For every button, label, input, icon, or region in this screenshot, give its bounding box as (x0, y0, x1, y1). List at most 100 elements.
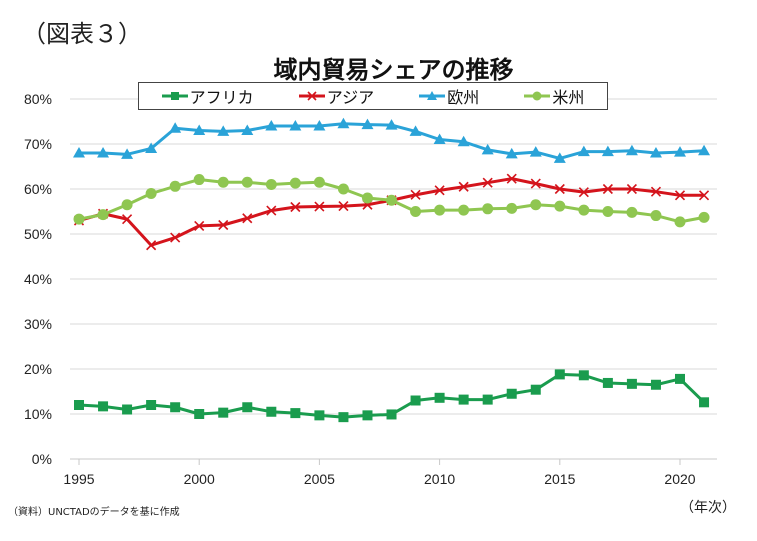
legend-item-asia: アジア (298, 84, 375, 108)
data-point-americas (698, 211, 710, 223)
data-point-asia (218, 219, 229, 231)
data-point-africa (338, 412, 349, 423)
data-point-europe (313, 120, 326, 131)
data-point-americas (145, 188, 157, 199)
data-point-americas (386, 194, 398, 206)
data-point-americas (289, 177, 301, 189)
y-tick-label: 60% (24, 181, 52, 197)
y-tick-label: 0% (32, 451, 52, 467)
data-point-europe (145, 142, 158, 153)
data-point-europe (457, 135, 470, 147)
legend-item-europe: 欧州 (419, 84, 479, 108)
data-point-europe (385, 119, 398, 130)
series-africa (74, 369, 710, 423)
data-point-africa (170, 402, 181, 413)
legend-label-americas: 米州 (552, 88, 585, 107)
data-point-europe (505, 147, 518, 159)
y-axis-ticks: 0% 10% 20% 30% 40% 50% 60% 70% 80% (24, 91, 52, 467)
data-point-europe (481, 143, 494, 155)
legend-label-asia: アジア (326, 88, 375, 107)
data-point-africa (314, 410, 325, 421)
legend-swatch-americas-circle-icon (524, 91, 551, 101)
y-tick-label: 10% (24, 406, 52, 422)
data-point-europe (169, 122, 182, 133)
data-point-africa (290, 408, 301, 419)
data-point-asia (530, 178, 541, 189)
data-point-africa (578, 370, 589, 381)
chart-title: 域内貿易シェアの推移 (273, 56, 514, 84)
legend-swatch-europe-triangle-icon (419, 91, 446, 100)
x-tick-label: 2005 (304, 471, 335, 487)
data-point-europe (698, 144, 711, 156)
data-point-americas (530, 199, 542, 211)
data-point-americas (506, 202, 518, 214)
legend-swatch-africa-square-icon (161, 92, 188, 100)
data-point-africa (650, 379, 661, 390)
data-point-europe (337, 117, 350, 129)
x-tick-label: 2000 (184, 471, 215, 487)
data-point-americas (217, 176, 229, 188)
data-point-europe (577, 145, 590, 157)
data-point-africa (506, 388, 517, 399)
data-point-americas (458, 204, 470, 216)
data-point-africa (434, 392, 445, 403)
data-point-africa (675, 373, 685, 384)
data-point-africa (458, 394, 469, 405)
data-point-americas (554, 200, 566, 212)
data-point-asia (698, 190, 710, 201)
data-point-africa (482, 394, 493, 405)
data-point-americas (97, 209, 109, 221)
data-point-americas (121, 199, 133, 211)
data-point-africa (266, 406, 277, 417)
source-note: （資料）UNCTADのデータを基に作成 (8, 507, 180, 518)
data-point-europe (73, 147, 85, 158)
legend-item-americas: 米州 (524, 84, 584, 108)
x-axis-ticks: 1995 2000 2005 2010 2015 2020 (63, 459, 696, 487)
x-tick-label: 2010 (424, 471, 455, 487)
data-point-africa (626, 378, 637, 389)
data-point-asia (578, 187, 589, 198)
data-point-africa (74, 400, 84, 410)
series-layer (73, 117, 711, 423)
data-point-africa (699, 397, 710, 408)
data-point-asia (650, 186, 662, 197)
data-point-europe (529, 146, 542, 157)
data-point-americas (241, 176, 253, 188)
figure-label: （図表３） (22, 20, 142, 48)
data-point-americas (265, 179, 277, 190)
data-point-asia (458, 181, 469, 192)
data-point-asia (338, 201, 349, 212)
data-point-asia (410, 189, 421, 200)
data-point-asia (314, 201, 325, 212)
y-tick-label: 30% (24, 316, 52, 332)
data-point-africa (386, 409, 397, 420)
data-point-europe (649, 147, 662, 158)
data-point-europe (265, 120, 278, 131)
data-point-asia (554, 183, 565, 195)
data-point-europe (409, 125, 422, 136)
data-point-americas (602, 206, 614, 217)
data-point-americas (482, 203, 494, 215)
data-point-americas (169, 180, 181, 192)
series-europe (73, 117, 711, 163)
data-point-africa (410, 395, 421, 406)
data-point-asia (266, 205, 277, 216)
data-point-africa (194, 409, 205, 419)
data-point-asia (482, 177, 493, 188)
data-point-asia (626, 183, 637, 195)
data-point-africa (122, 404, 133, 415)
data-point-africa (602, 377, 613, 388)
y-tick-label: 50% (24, 226, 52, 242)
data-point-europe (289, 120, 302, 131)
data-point-europe (121, 148, 134, 159)
data-point-asia (122, 214, 133, 225)
data-point-europe (361, 118, 374, 130)
data-point-asia (290, 201, 301, 213)
data-point-asia (242, 213, 253, 224)
x-tick-label: 1995 (63, 471, 94, 487)
data-point-asia (602, 183, 613, 195)
data-point-americas (626, 206, 638, 218)
x-tick-label: 2015 (544, 471, 575, 487)
data-point-europe (553, 152, 566, 163)
data-point-americas (674, 216, 686, 228)
